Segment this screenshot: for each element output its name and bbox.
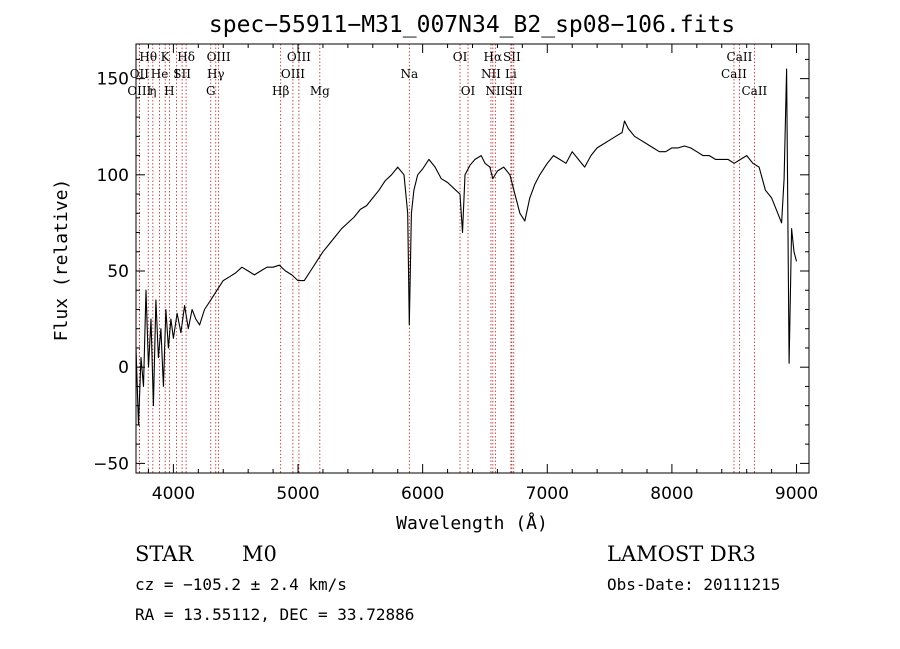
x-axis-label: Wavelength (Å) [396, 512, 548, 534]
line-marker-label: NII [485, 84, 505, 98]
x-tick-label: 5000 [276, 484, 319, 504]
line-marker-label: Li [505, 67, 517, 81]
line-markers: HθOIIOIIIηHeKHISIIHδGHγOIIIHβOIIIOIIIMgN… [127, 44, 768, 473]
spectrum-plot [135, 68, 798, 426]
x-tick-label: 9000 [775, 484, 818, 504]
line-marker-label: CaII [727, 50, 753, 64]
line-marker-label: SII [173, 67, 191, 81]
object-subclass: M0 [242, 542, 277, 566]
obs-date: Obs-Date: 20111215 [607, 575, 780, 594]
axes: 4000 5000 6000 7000 8000 9000 −50 0 50 100 150 [93, 44, 818, 504]
line-marker-label: SII [503, 50, 521, 64]
x-tick-label: 8000 [650, 484, 693, 504]
line-marker-label: G [206, 84, 216, 98]
line-marker-label: Mg [310, 84, 330, 98]
line-marker-label: Hθ [139, 50, 157, 64]
line-marker-label: NII [481, 67, 501, 81]
chart-title: spec−55911−M31_007N34_B2_sp08−106.fits [209, 12, 735, 38]
y-tick-label: −50 [93, 454, 129, 474]
line-marker-label: Hδ [177, 50, 195, 64]
x-tick-label: 6000 [401, 484, 444, 504]
line-marker-label: Hβ [272, 84, 289, 98]
line-marker-label: I [174, 67, 179, 81]
line-marker-label: OIII [127, 84, 151, 98]
line-marker-label: OI [461, 84, 476, 98]
line-marker-label: K [161, 50, 171, 64]
y-tick-label: 100 [97, 166, 129, 186]
line-marker-label: OIII [287, 50, 311, 64]
line-marker-label: η [149, 84, 156, 98]
line-marker-label: CaII [741, 84, 767, 98]
line-marker-label: Hγ [207, 67, 225, 81]
x-tick-label: 4000 [152, 484, 195, 504]
line-marker-label: Na [400, 67, 418, 81]
spectrum-series-line [135, 68, 798, 426]
y-tick-label: 50 [107, 262, 129, 282]
line-marker-label: OIII [207, 50, 231, 64]
plot-frame [135, 43, 810, 474]
line-marker-label: H [164, 84, 174, 98]
y-axis-label: Flux (relative) [51, 179, 72, 342]
redshift-cz: cz = −105.2 ± 2.4 km/s [135, 575, 347, 594]
line-marker-label: OI [453, 50, 468, 64]
line-marker-label: He [151, 67, 169, 81]
line-marker-label: OII [130, 67, 150, 81]
line-marker-label: Hα [484, 50, 503, 64]
line-marker-label: CaII [721, 67, 747, 81]
x-tick-label: 7000 [526, 484, 569, 504]
line-marker-label: SII [505, 84, 523, 98]
coordinates: RA = 13.55112, DEC = 33.72886 [135, 605, 414, 624]
object-class: STAR [135, 542, 194, 566]
y-tick-label: 150 [97, 70, 129, 90]
line-marker-label: OIII [281, 67, 305, 81]
survey-name: LAMOST DR3 [607, 542, 756, 566]
y-tick-label: 0 [118, 358, 129, 378]
